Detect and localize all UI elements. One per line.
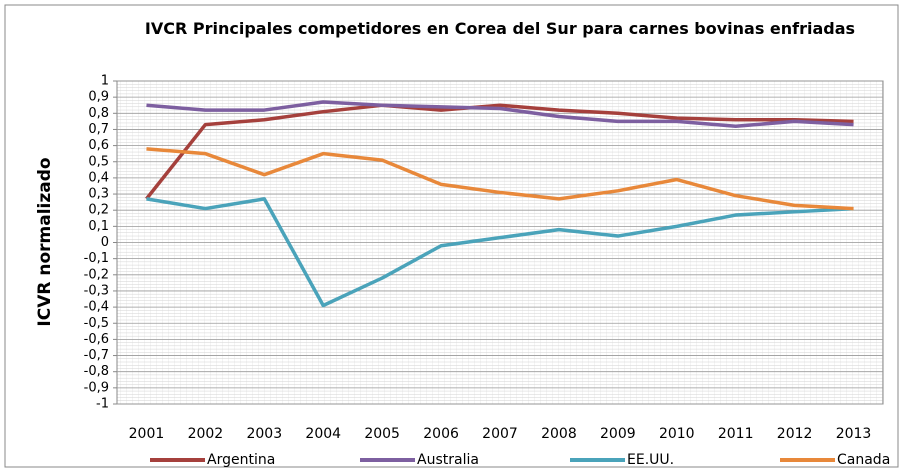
chart-title: IVCR Principales competidores en Corea d… (144, 19, 856, 38)
series-line (146, 197, 854, 308)
y-tick-label: 0,1 (88, 219, 109, 234)
y-tick-label: 0,6 (88, 138, 109, 153)
x-tick-label: 2005 (364, 426, 400, 442)
y-tick-label: 0,5 (88, 154, 109, 169)
y-tick-label: -0,3 (84, 283, 109, 298)
y-tick-label: 0,3 (88, 187, 109, 202)
y-tick-label: -0,7 (84, 348, 109, 363)
x-tick-label: 2003 (246, 426, 282, 442)
y-tick-label: -0,8 (84, 364, 109, 379)
y-tick-label: -0,5 (84, 316, 109, 331)
y-tick-label: -0,6 (84, 332, 109, 347)
series-line (146, 100, 854, 128)
x-tick-label: 2006 (423, 426, 459, 442)
legend-label: Canada (837, 452, 890, 468)
y-axis-label: ICVR normalizado (35, 157, 55, 326)
y-tick-label: 0,8 (88, 106, 109, 121)
x-tick-label: 2007 (482, 426, 518, 442)
legend-label: Australia (417, 452, 479, 468)
x-tick-label: 2004 (305, 426, 341, 442)
y-tick-label: 0,7 (88, 122, 109, 137)
y-tick-label: -0,1 (84, 251, 109, 266)
y-tick-label: -1 (96, 397, 109, 412)
y-tick-label: 0 (101, 235, 109, 250)
y-tick-label: 0,2 (88, 203, 109, 218)
legend-label: Argentina (207, 452, 275, 468)
x-tick-label: 2009 (600, 426, 636, 442)
y-tick-label: -0,9 (84, 380, 109, 395)
x-tick-label: 2002 (188, 426, 224, 442)
series-line (145, 103, 854, 200)
x-tick-label: 2010 (659, 426, 695, 442)
x-tick-label: 2011 (718, 426, 754, 442)
y-tick-label: -0,2 (84, 267, 109, 282)
y-tick-label: 0,4 (88, 170, 109, 185)
series-line (146, 147, 854, 211)
y-tick-label: -0,4 (84, 300, 109, 315)
y-tick-label: 0,9 (88, 90, 109, 105)
x-tick-label: 2013 (836, 426, 872, 442)
legend-label: EE.UU. (627, 452, 674, 468)
y-tick-label: 1 (101, 74, 109, 89)
x-tick-label: 2012 (777, 426, 813, 442)
x-tick-label: 2008 (541, 426, 577, 442)
x-tick-label: 2001 (129, 426, 165, 442)
